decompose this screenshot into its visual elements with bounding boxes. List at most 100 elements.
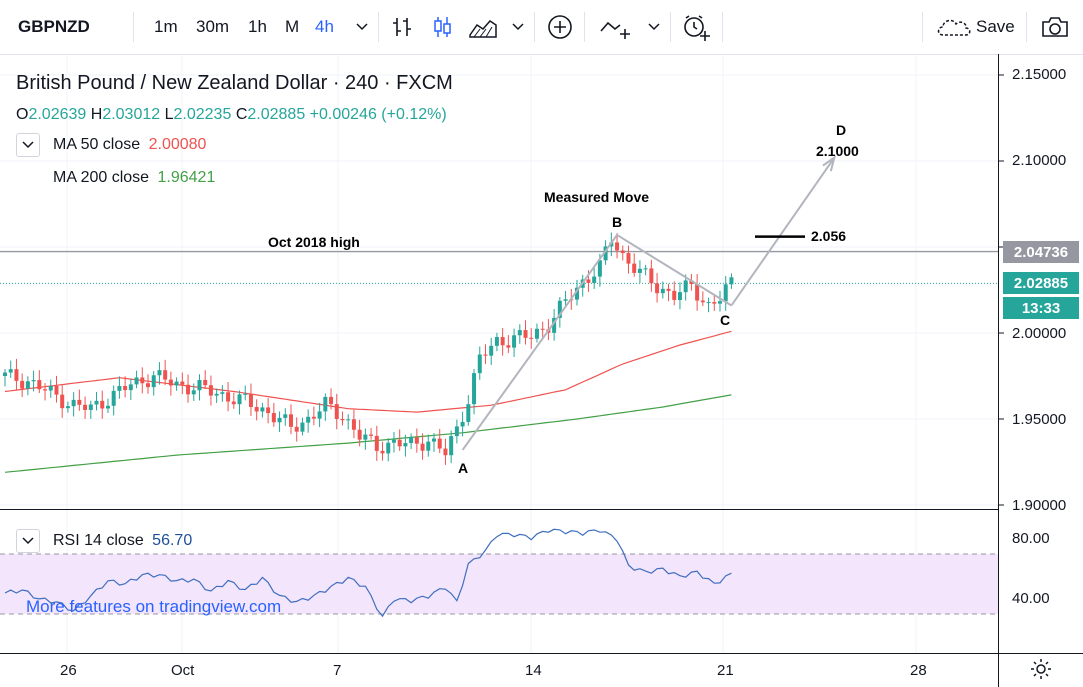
candle-body: [248, 393, 253, 408]
candle-body: [151, 375, 156, 388]
alert-clock-icon[interactable]: [678, 0, 714, 54]
candle-body: [529, 337, 534, 339]
toolbar-divider: [133, 12, 134, 42]
chart-title: British Pound / New Zealand Dollar · 240…: [16, 72, 453, 94]
collapse-legend-button[interactable]: [16, 133, 40, 157]
chevron-down-icon: [22, 537, 34, 545]
candle-body: [351, 419, 356, 430]
symbol-search[interactable]: GBPNZD: [18, 17, 90, 36]
ma200-legend[interactable]: MA 200 close 1.96421: [53, 169, 215, 187]
candle-body: [208, 385, 213, 396]
candle-body: [552, 317, 557, 333]
rsi-label: RSI 14 close: [53, 532, 144, 549]
interval-4h[interactable]: 4h: [315, 17, 334, 36]
candle-body: [380, 450, 385, 454]
ohlc-l-label: L: [164, 106, 174, 123]
toolbar-divider: [378, 12, 379, 42]
candle-body: [460, 421, 465, 427]
candle-body: [437, 438, 442, 449]
candle-body: [677, 292, 682, 300]
toolbar-divider: [534, 12, 535, 42]
candle-body: [146, 383, 150, 388]
add-indicator-icon[interactable]: [544, 0, 576, 54]
candle-body: [403, 443, 408, 447]
candle-body: [391, 439, 396, 443]
candle-body: [586, 279, 591, 283]
chevron-down-icon[interactable]: [642, 0, 666, 54]
save-button[interactable]: Save: [976, 17, 1015, 36]
candle-body: [500, 337, 505, 346]
toolbar-divider: [722, 12, 723, 42]
candle-body: [592, 276, 597, 283]
bar-style-icon[interactable]: [388, 0, 416, 54]
rsi-legend[interactable]: RSI 14 close 56.70: [53, 532, 192, 550]
candle-body: [597, 260, 602, 277]
ma200-label: MA 200 close: [53, 169, 150, 186]
candle-body: [260, 407, 265, 412]
candle-body: [271, 413, 276, 423]
measured-move-pattern: [461, 155, 837, 451]
price-tick: 1.95000: [1012, 411, 1067, 428]
candle-body: [672, 290, 677, 300]
rsi-value: 56.70: [152, 532, 193, 549]
chevron-down-icon[interactable]: [506, 0, 530, 54]
toolbar-divider: [922, 12, 923, 42]
interval-1m[interactable]: 1m: [154, 17, 178, 36]
candle-body: [231, 401, 236, 405]
candle-body: [8, 369, 13, 373]
countdown-tag: 13:33: [1003, 297, 1079, 319]
collapse-rsi-button[interactable]: [16, 529, 40, 553]
candle-body: [386, 442, 391, 454]
settings-gear-icon[interactable]: [1028, 656, 1054, 682]
candle-body: [243, 393, 248, 395]
candle-body: [289, 414, 293, 427]
interval-1h[interactable]: 1h: [248, 17, 267, 36]
candle-body: [374, 435, 379, 451]
candle-body: [334, 404, 339, 419]
area-style-icon[interactable]: [466, 0, 500, 54]
tradingview-watermark[interactable]: More features on tradingview.com: [26, 597, 282, 616]
candle-body: [88, 404, 93, 410]
candle-body: [94, 400, 99, 405]
candle-body: [283, 414, 288, 418]
toolbar-divider: [1026, 12, 1027, 42]
candle-style-icon[interactable]: [428, 0, 456, 54]
camera-icon[interactable]: [1038, 0, 1072, 54]
candle-body: [472, 373, 477, 405]
candle-body: [603, 246, 608, 261]
point-d-label: D: [836, 122, 847, 138]
ohlc-readout: O2.02639 H2.03012 L2.02235 C2.02885 +0.0…: [16, 106, 447, 124]
price-tick: 2.15000: [1012, 66, 1067, 83]
candle-body: [226, 392, 231, 402]
candle-body: [700, 300, 705, 303]
candle-body: [220, 392, 225, 394]
interval-month[interactable]: M: [285, 17, 300, 36]
candle-body: [65, 406, 70, 409]
oct-2018-high-label: Oct 2018 high: [268, 234, 360, 250]
candle-body: [254, 407, 259, 412]
candle-body: [649, 268, 654, 284]
ma50-legend[interactable]: MA 50 close 2.00080: [53, 136, 206, 154]
ohlc-low: 2.02235: [173, 106, 232, 123]
candle-body: [300, 422, 305, 432]
candle-body: [449, 436, 454, 456]
candle-body: [718, 301, 722, 304]
ma200-line: [4, 394, 732, 473]
ohlc-open: 2.02639: [28, 106, 87, 123]
cloud-icon[interactable]: [934, 0, 974, 54]
candle-body: [180, 381, 185, 385]
candle-body: [432, 438, 436, 442]
toolbar-divider: [670, 12, 671, 42]
last-price-tag: 2.02885: [1003, 272, 1079, 294]
chevron-down-icon[interactable]: [350, 0, 374, 54]
chart-canvas[interactable]: [0, 54, 1083, 687]
candle-body: [31, 380, 36, 382]
candle-body: [237, 394, 242, 405]
compare-icon[interactable]: [596, 0, 636, 54]
candle-body: [729, 277, 734, 285]
candle-body: [666, 288, 671, 291]
ohlc-close: 2.02885: [247, 106, 306, 123]
candle-body: [557, 300, 562, 318]
interval-30m[interactable]: 30m: [196, 17, 230, 36]
toolbar-divider: [584, 12, 585, 42]
